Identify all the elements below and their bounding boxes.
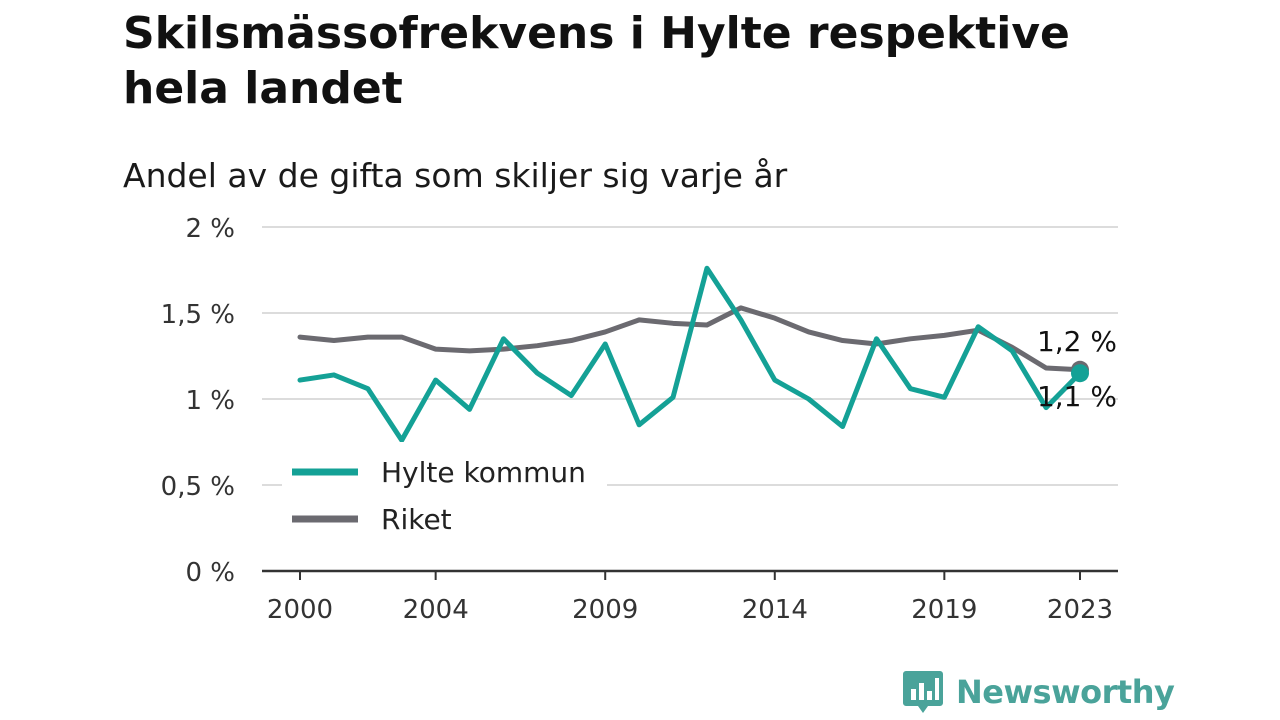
end-labels: 1,1 % 1,2 % (1037, 325, 1117, 413)
chart-subtitle: Andel av de gifta som skiljer sig varje … (123, 156, 788, 195)
legend-label: Hylte kommun (381, 456, 586, 489)
newsworthy-logo[interactable]: Newsworthy (902, 670, 1175, 714)
legend: Hylte kommun Riket (282, 442, 607, 537)
end-value-label: 1,1 % (1037, 380, 1117, 413)
legend-background (282, 489, 607, 537)
end-value-label: 1,2 % (1037, 325, 1117, 358)
end-point-hylte-kommun (1071, 364, 1089, 383)
x-tick-label: 2019 (911, 595, 977, 625)
x-tick-label: 2004 (403, 595, 469, 625)
y-axis-tick-labels: 0 % 0,5 % 1 % 1,5 % 2 % (161, 214, 235, 588)
series-line-hylte-kommun (297, 265, 1083, 443)
x-tick-label: 2009 (572, 595, 638, 625)
y-tick-label: 1,5 % (161, 300, 235, 330)
brand-name: Newsworthy (956, 673, 1175, 711)
y-tick-label: 0,5 % (161, 472, 235, 502)
x-tick-label: 2023 (1047, 595, 1113, 625)
chart-title: Skilsmässofrekvens i Hylte respektive he… (123, 8, 1070, 114)
y-tick-label: 0 % (185, 558, 235, 588)
legend-label: Riket (381, 503, 452, 536)
x-tick-label: 2014 (742, 595, 808, 625)
legend-background (282, 442, 607, 490)
y-tick-label: 1 % (185, 386, 235, 416)
y-tick-label: 2 % (185, 214, 235, 244)
newsworthy-chart-icon (903, 671, 943, 713)
series-lines (297, 265, 1089, 443)
x-axis: 2000 2004 2009 2014 2019 2023 (262, 569, 1118, 625)
x-tick-label: 2000 (267, 595, 333, 625)
